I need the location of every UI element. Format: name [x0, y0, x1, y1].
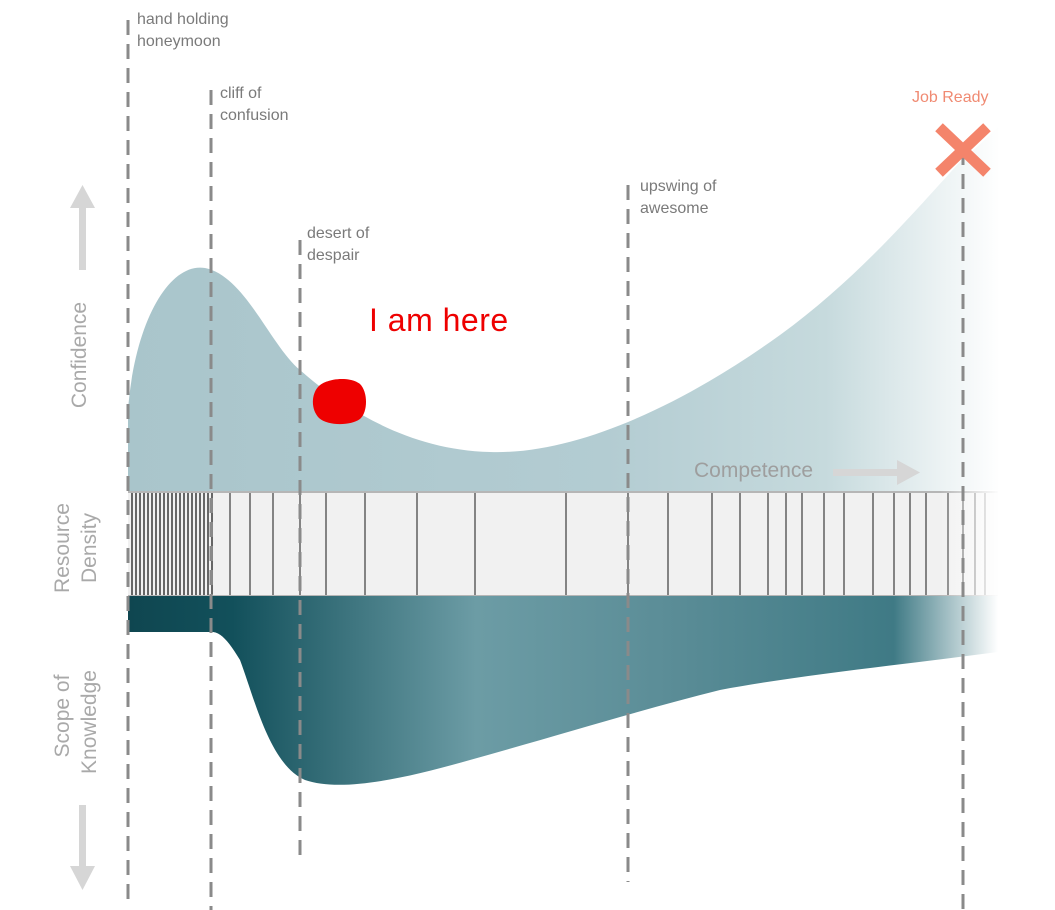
knowledge-arrow — [70, 805, 95, 890]
phase-label-upswing-line1: upswing of — [640, 178, 717, 195]
resource-density-label-line1: Resource — [51, 503, 74, 593]
competence-axis-label: Competence — [694, 459, 814, 482]
phase-label-upswing-line2: awesome — [640, 200, 709, 217]
i-am-here-label: I am here — [369, 302, 509, 338]
phase-label-honeymoon-line1: hand holding — [137, 11, 229, 28]
knowledge-area — [128, 596, 998, 785]
current-position-marker — [312, 378, 366, 425]
job-ready-label: Job Ready — [912, 89, 989, 106]
phase-label-honeymoon: hand holding honeymoon — [137, 9, 229, 53]
resource-density-band — [128, 492, 998, 596]
scope-label-line1: Scope of — [51, 674, 74, 757]
phase-label-desert: desert of despair — [307, 223, 369, 267]
phase-label-upswing: upswing of awesome — [640, 176, 717, 220]
job-ready-x-icon — [935, 123, 991, 177]
phase-label-cliff-line2: confusion — [220, 107, 289, 124]
competence-arrow — [833, 460, 920, 485]
phase-label-desert-line2: despair — [307, 247, 360, 264]
phase-label-cliff: cliff of confusion — [220, 83, 289, 127]
resource-density-label-line2: Density — [78, 512, 101, 583]
phase-label-cliff-line1: cliff of — [220, 85, 262, 102]
confidence-axis-label: Confidence — [68, 302, 91, 408]
phase-label-desert-line1: desert of — [307, 225, 370, 242]
phase-lines — [126, 20, 965, 910]
resource-band-fade — [940, 490, 1000, 598]
scope-label-line2: Knowledge — [78, 670, 101, 774]
phase-label-honeymoon-line2: honeymoon — [137, 33, 221, 50]
confidence-arrow — [70, 185, 95, 270]
confidence-area — [128, 125, 1000, 492]
